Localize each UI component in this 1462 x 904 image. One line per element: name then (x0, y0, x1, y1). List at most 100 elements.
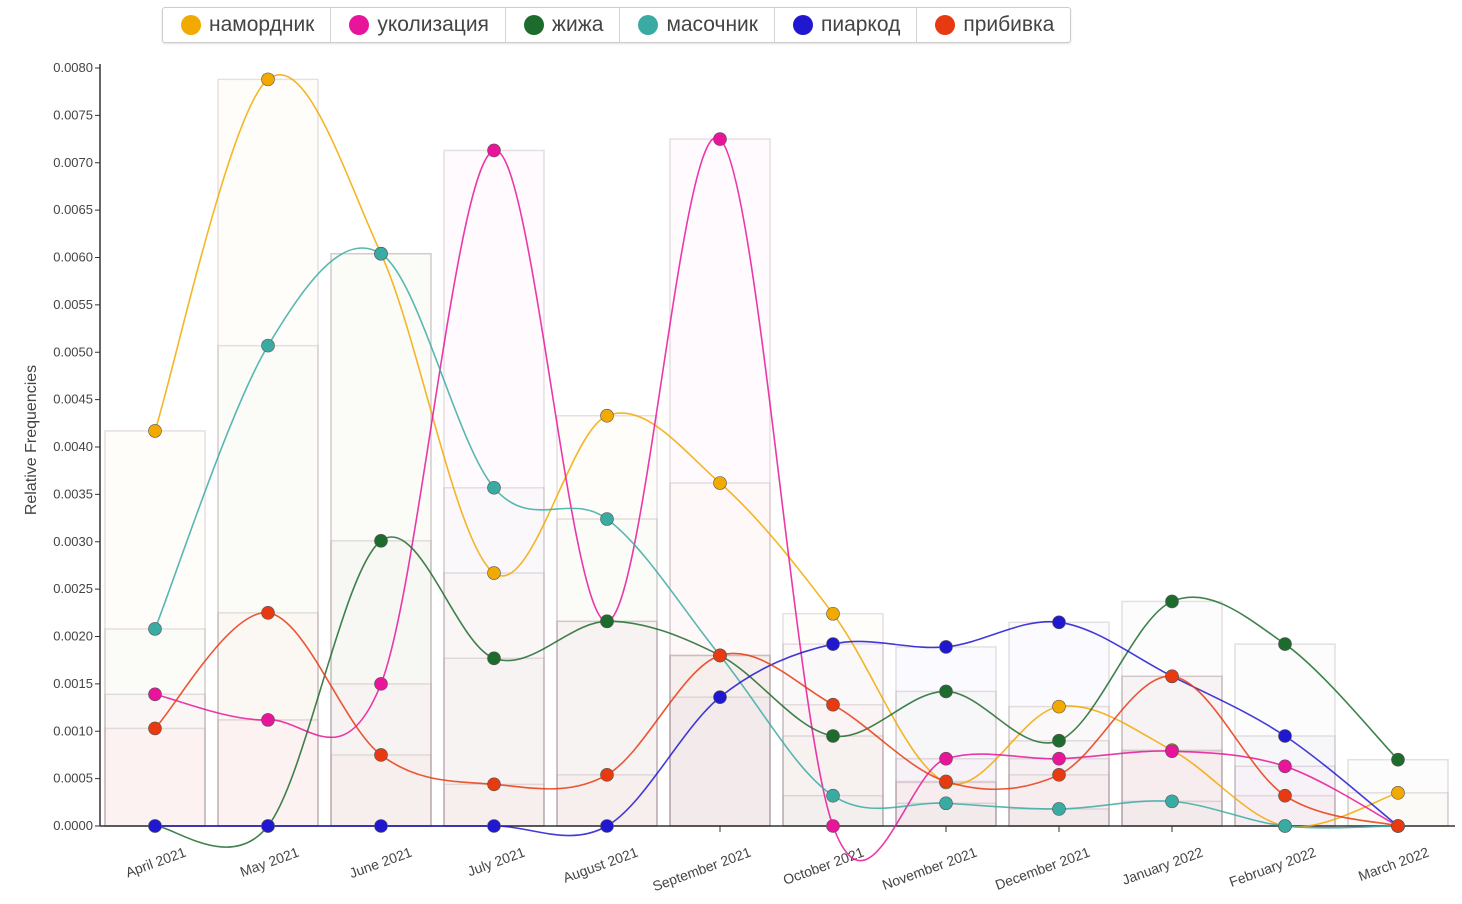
background-bar (1008, 774, 1110, 827)
background-bar (556, 774, 658, 827)
x-tick-label: February 2022 (1227, 844, 1318, 890)
data-point (600, 408, 614, 423)
legend-swatch-icon (349, 15, 370, 35)
x-tick-label: March 2022 (1356, 844, 1431, 884)
data-point (374, 748, 388, 762)
y-tick-label: 0.0035 (53, 486, 93, 501)
legend-label: уколизация (377, 13, 489, 36)
x-tick-label: May 2021 (238, 844, 301, 880)
y-tick-label: 0.0075 (53, 107, 93, 122)
data-point (261, 606, 275, 620)
data-point (939, 684, 953, 699)
data-point (1052, 802, 1066, 816)
data-point (600, 512, 614, 526)
legend-label: намордник (209, 13, 315, 36)
x-tick-label: December 2021 (993, 844, 1092, 893)
y-tick-label: 0.0030 (53, 534, 93, 549)
data-point (600, 819, 614, 833)
x-tick-label: October 2021 (781, 844, 866, 888)
data-point (713, 690, 727, 704)
data-point (261, 338, 275, 353)
legend-item-2[interactable]: жижа (506, 8, 621, 42)
data-point (261, 819, 275, 833)
x-tick-label: August 2021 (561, 844, 641, 886)
data-point (148, 819, 162, 833)
y-tick-label: 0.0025 (53, 581, 93, 596)
series-line (154, 136, 1399, 862)
data-point (600, 614, 614, 629)
data-point (1052, 615, 1066, 630)
data-point (1391, 786, 1405, 800)
data-point (826, 819, 840, 833)
y-tick-label: 0.0060 (53, 250, 93, 265)
data-point (487, 480, 501, 495)
data-point (826, 637, 840, 651)
x-tick-label: June 2021 (347, 844, 414, 881)
background-bar (330, 754, 432, 827)
data-point (487, 819, 501, 833)
y-tick-label: 0.0050 (53, 344, 93, 359)
legend-swatch-icon (638, 15, 659, 35)
data-point (261, 72, 275, 87)
y-tick-label: 0.0015 (53, 676, 93, 691)
data-point (374, 246, 388, 261)
y-tick-label: 0.0070 (53, 155, 93, 170)
data-point (939, 751, 953, 766)
x-tick-label: July 2021 (465, 844, 527, 880)
series-line (154, 612, 1399, 827)
legend-item-5[interactable]: прибивка (917, 8, 1070, 42)
data-point (826, 788, 840, 803)
data-point (1278, 819, 1292, 833)
data-point (1052, 699, 1066, 714)
data-point (1391, 819, 1405, 833)
legend-swatch-icon (935, 15, 956, 35)
data-point (1052, 733, 1066, 748)
data-point (1165, 794, 1179, 809)
legend-item-3[interactable]: масочник (620, 8, 775, 42)
legend-swatch-icon (792, 15, 813, 35)
data-point (939, 774, 953, 789)
data-point (826, 606, 840, 621)
data-point (713, 476, 727, 490)
data-point (487, 651, 501, 666)
y-tick-label: 0.0045 (53, 392, 93, 407)
data-point (1278, 729, 1292, 743)
data-point (374, 534, 388, 548)
data-point (939, 640, 953, 654)
legend: намордник уколизация жижа масочник пиаркод пр… (162, 7, 1072, 43)
y-tick-label: 0.0040 (53, 439, 93, 454)
data-point (1278, 637, 1292, 651)
data-point (1278, 759, 1292, 774)
data-point (1165, 594, 1179, 609)
y-tick-label: 0.0055 (53, 297, 93, 312)
legend-item-4[interactable]: пиаркод (775, 8, 918, 42)
data-point (487, 143, 501, 158)
y-tick-label: 0.0010 (53, 723, 93, 738)
legend-label: жижа (551, 13, 604, 36)
data-point (148, 687, 162, 702)
x-tick-label: April 2021 (123, 844, 188, 881)
legend-swatch-icon (181, 15, 201, 35)
y-axis-label: Relative Frequencies (23, 365, 40, 515)
legend-item-0[interactable]: намордник (163, 8, 332, 42)
data-point (713, 132, 727, 146)
y-tick-label: 0.0000 (53, 818, 93, 833)
data-point (261, 713, 275, 727)
background-bar (104, 727, 206, 827)
data-point (1165, 669, 1179, 684)
x-tick-label: September 2021 (650, 844, 753, 895)
data-point (148, 622, 162, 636)
legend-label: масочник (666, 13, 758, 36)
data-point (487, 566, 501, 580)
series-line (154, 247, 1399, 829)
y-tick-label: 0.0065 (53, 202, 93, 217)
data-point (826, 729, 840, 743)
legend-label: прибивка (963, 13, 1055, 36)
data-point (600, 768, 614, 782)
legend-item-1[interactable]: уколизация (331, 8, 506, 42)
legend-swatch-icon (523, 15, 544, 35)
data-point (939, 796, 953, 811)
y-tick-label: 0.0080 (53, 60, 93, 75)
data-point (374, 677, 388, 691)
